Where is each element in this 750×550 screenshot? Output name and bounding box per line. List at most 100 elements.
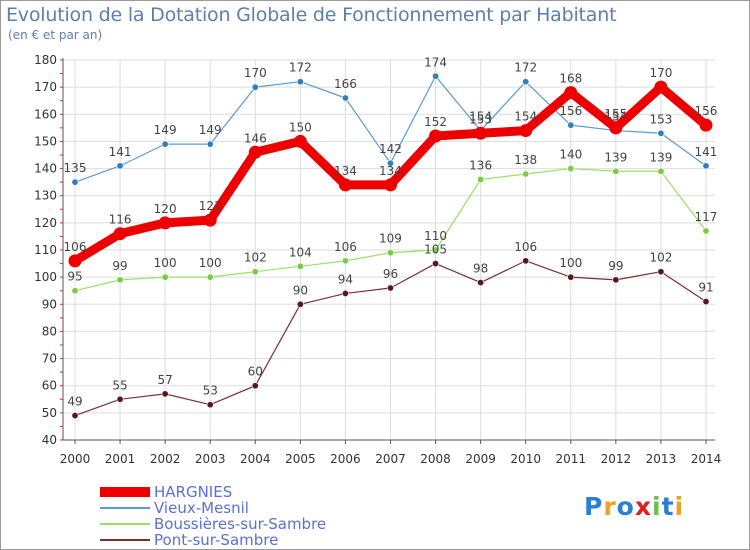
y-tick-label: 180 [34,53,57,67]
x-tick-label: 2003 [195,452,226,466]
data-point-boussi-res-sur-sambre [657,167,665,175]
data-point-pont-sur-sambre [341,289,349,297]
x-tick-label: 2011 [555,452,586,466]
data-label-hargnies: 153 [469,112,492,126]
y-tick-label: 150 [34,134,57,148]
y-tick-label: 70 [42,352,57,366]
x-tick-label: 2004 [240,452,271,466]
data-point-boussi-res-sur-sambre [71,287,79,295]
data-point-pont-sur-sambre [206,401,214,409]
data-label-vieux-mesnil: 149 [199,123,222,137]
data-point-hargnies [158,216,172,230]
data-point-hargnies [609,121,623,135]
data-point-boussi-res-sur-sambre [296,262,304,270]
data-point-vieux-mesnil [702,162,710,170]
logo-letter-5: t [661,492,675,521]
data-point-vieux-mesnil [386,159,394,167]
data-label-vieux-mesnil: 172 [289,61,312,75]
data-point-vieux-mesnil [206,140,214,148]
data-label-pont-sur-sambre: 105 [424,243,447,257]
data-point-pont-sur-sambre [567,273,575,281]
x-tick-label: 2014 [691,452,722,466]
legend-swatch-boussieres [100,523,150,525]
data-point-vieux-mesnil [432,72,440,80]
data-point-vieux-mesnil [71,178,79,186]
legend-label-hargnies: HARGNIES [154,483,233,501]
data-point-boussi-res-sur-sambre [116,276,124,284]
x-tick-label: 2006 [330,452,361,466]
data-point-vieux-mesnil [251,83,259,91]
data-label-pont-sur-sambre: 55 [112,378,127,392]
y-tick-label: 140 [34,162,57,176]
legend-swatch-vieux-mesnil [100,507,150,509]
data-label-hargnies: 106 [64,240,87,254]
data-label-boussi-res-sur-sambre: 138 [514,153,537,167]
data-point-boussi-res-sur-sambre [477,175,485,183]
data-point-hargnies [519,124,533,138]
y-tick-label: 90 [42,297,57,311]
logo-letter-6: i [674,492,685,521]
y-tick-label: 120 [34,216,57,230]
data-label-vieux-mesnil: 142 [379,142,402,156]
legend-label-pont-sur-sambre: Pont-sur-Sambre [154,531,279,549]
data-point-pont-sur-sambre [116,395,124,403]
data-point-boussi-res-sur-sambre [522,170,530,178]
data-label-pont-sur-sambre: 102 [649,251,672,265]
x-tick-label: 2002 [150,452,181,466]
data-label-vieux-mesnil: 141 [695,145,718,159]
x-tick-label: 2010 [510,452,541,466]
x-tick-label: 2000 [60,452,91,466]
data-label-boussi-res-sur-sambre: 102 [244,251,267,265]
data-label-vieux-mesnil: 170 [244,66,267,80]
data-label-hargnies: 121 [199,199,222,213]
legend-swatch-pont-sur-sambre [100,539,150,541]
data-label-boussi-res-sur-sambre: 136 [469,158,492,172]
data-point-boussi-res-sur-sambre [251,268,259,276]
data-label-pont-sur-sambre: 49 [67,395,82,409]
data-point-boussi-res-sur-sambre [161,273,169,281]
data-label-boussi-res-sur-sambre: 139 [649,150,672,164]
data-point-pont-sur-sambre [702,298,710,306]
data-point-hargnies [248,145,262,159]
y-tick-label: 40 [42,433,57,447]
data-label-vieux-mesnil: 135 [64,161,87,175]
x-tick-label: 2007 [375,452,406,466]
data-point-vieux-mesnil [296,78,304,86]
data-label-vieux-mesnil: 172 [514,61,537,75]
data-point-pont-sur-sambre [161,390,169,398]
data-label-hargnies: 146 [244,131,267,145]
data-label-hargnies: 170 [649,66,672,80]
data-label-vieux-mesnil: 166 [334,77,357,91]
data-point-pont-sur-sambre [657,268,665,276]
y-tick-label: 130 [34,189,57,203]
data-label-vieux-mesnil: 156 [559,104,582,118]
data-point-pont-sur-sambre [612,276,620,284]
data-label-pont-sur-sambre: 100 [559,256,582,270]
data-point-boussi-res-sur-sambre [341,257,349,265]
data-label-pont-sur-sambre: 98 [473,262,488,276]
x-tick-label: 2012 [601,452,632,466]
x-tick-label: 2005 [285,452,316,466]
data-point-pont-sur-sambre [251,382,259,390]
data-label-vieux-mesnil: 154 [469,110,492,124]
y-tick-label: 160 [34,107,57,121]
data-point-boussi-res-sur-sambre [702,227,710,235]
data-label-hargnies: 120 [154,202,177,216]
data-label-boussi-res-sur-sambre: 100 [199,256,222,270]
data-label-hargnies: 152 [424,115,447,129]
data-point-pont-sur-sambre [477,279,485,287]
data-label-pont-sur-sambre: 60 [248,365,263,379]
data-label-hargnies: 116 [109,213,132,227]
legend-item-pont-sur-sambre: Pont-sur-Sambre [100,531,278,549]
data-label-boussi-res-sur-sambre: 99 [112,259,127,273]
data-label-boussi-res-sur-sambre: 100 [154,256,177,270]
y-tick-label: 80 [42,324,57,338]
data-label-hargnies: 156 [695,104,718,118]
data-point-boussi-res-sur-sambre [432,246,440,254]
data-point-boussi-res-sur-sambre [206,273,214,281]
data-label-pont-sur-sambre: 99 [608,259,623,273]
data-label-pont-sur-sambre: 90 [293,283,308,297]
data-point-hargnies [654,80,668,94]
